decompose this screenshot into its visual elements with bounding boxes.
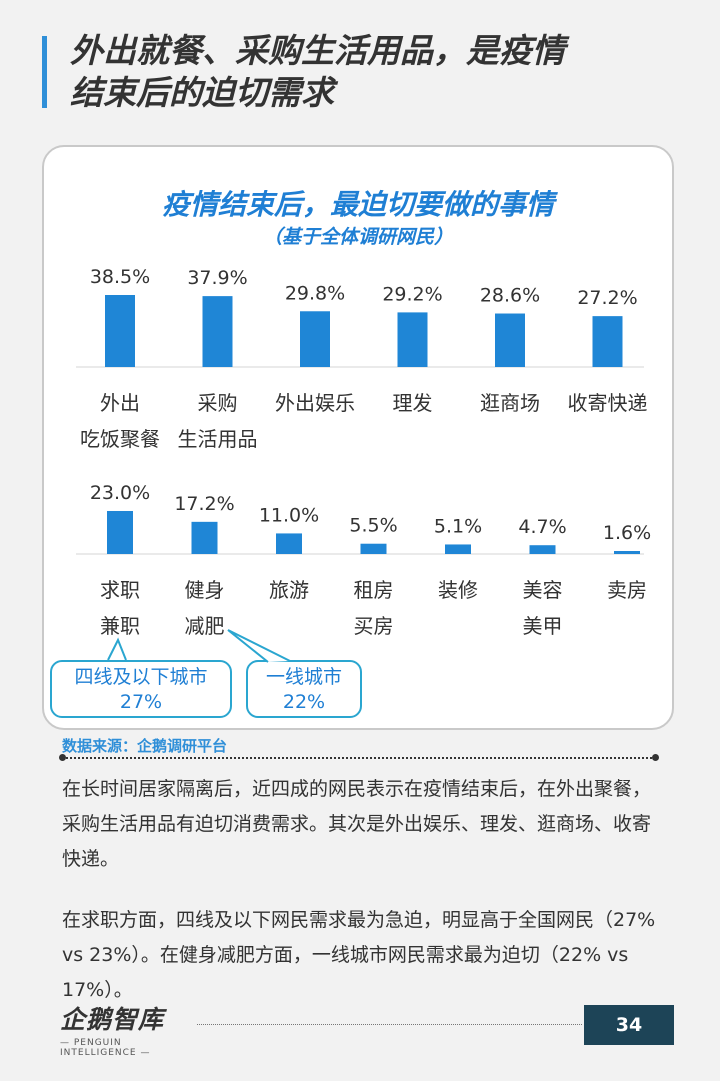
category-label: 逛商场: [480, 391, 540, 415]
bar-2-1: [107, 510, 133, 554]
category-label: 旅游: [269, 578, 309, 602]
category-label: 外出娱乐: [275, 391, 355, 415]
callout-tier4-value: 27%: [119, 691, 163, 713]
page-title: 外出就餐、采购生活用品，是疫情 结束后的迫切需求: [70, 30, 690, 114]
bar-1-1: [105, 295, 135, 367]
data-label: 27.2%: [577, 287, 637, 309]
bar-2-7: [614, 551, 640, 554]
bar-2-3: [276, 533, 302, 554]
bar-1-6: [592, 316, 623, 367]
data-label: 5.5%: [349, 515, 397, 537]
category-label: 采购: [198, 391, 238, 415]
data-label: 23.0%: [90, 482, 150, 504]
category-label: 健身: [185, 578, 225, 602]
category-label: 买房: [354, 614, 394, 638]
footer-line: [197, 1024, 582, 1025]
logo-text: 企鹅智库: [60, 1005, 165, 1034]
data-label: 5.1%: [434, 515, 482, 537]
data-label: 37.9%: [187, 267, 247, 289]
category-label: 租房: [354, 578, 394, 602]
page-title-line-2: 结束后的迫切需求: [70, 73, 334, 112]
penguin-logo: 企鹅智库 — PENGUIN INTELLIGENCE —: [60, 1000, 185, 1058]
data-label: 38.5%: [90, 266, 150, 288]
category-label: 求职: [100, 578, 140, 602]
category-label: 美容: [523, 578, 563, 602]
category-label: 生活用品: [178, 427, 258, 451]
category-label: 卖房: [607, 578, 647, 602]
bar-2-2: [191, 521, 218, 554]
data-label: 28.6%: [480, 285, 540, 307]
category-label: 外出: [100, 391, 140, 415]
category-label: 减肥: [185, 614, 225, 638]
bar-1-5: [495, 313, 525, 367]
callout-tier4-label: 四线及以下城市: [74, 666, 208, 688]
category-label: 装修: [438, 578, 478, 602]
chart-subtitle: （基于全体调研网民）: [262, 226, 453, 248]
category-label: 收寄快递: [568, 391, 648, 415]
bar-2-6: [529, 545, 556, 554]
title-accent-bar: [42, 36, 47, 108]
page-title-line-1: 外出就餐、采购生活用品，是疫情: [70, 31, 565, 70]
chart-title: 疫情结束后，最迫切要做的事情: [161, 188, 554, 221]
body-paragraph-1: 在长时间居家隔离后，近四成的网民表示在疫情结束后，在外出聚餐，采购生活用品有迫切…: [62, 778, 652, 870]
data-label: 4.7%: [518, 516, 566, 538]
divider-dot-right: [652, 754, 659, 761]
data-label: 1.6%: [603, 522, 651, 544]
bar-1-4: [397, 312, 428, 367]
divider-dot-left: [59, 754, 66, 761]
category-label: 理发: [393, 391, 433, 415]
category-label: 兼职: [100, 614, 140, 638]
callout-tier4-cities: 四线及以下城市 27%: [50, 660, 232, 718]
divider-line: [62, 757, 656, 759]
data-source: 数据来源：企鹅调研平台: [62, 737, 228, 755]
bar-1-2: [202, 296, 233, 367]
callout-tier1-label: 一线城市: [265, 666, 342, 688]
chart-card: 疫情结束后，最迫切要做的事情 （基于全体调研网民） 38.5% 外出吃饭聚餐 37.…: [42, 145, 674, 730]
category-label: 吃饭聚餐: [80, 427, 160, 451]
callout-tier1-value: 22%: [282, 691, 326, 713]
page-number: 34: [584, 1005, 674, 1045]
data-label: 29.2%: [382, 283, 442, 305]
data-label: 29.8%: [285, 282, 345, 304]
category-label: 美甲: [523, 614, 563, 638]
data-label: 17.2%: [174, 493, 234, 515]
bar-2-4: [360, 543, 387, 554]
body-paragraph-2: 在求职方面，四线及以下网民需求最为急迫，明显高于全国网民（27% vs 23%）…: [62, 909, 656, 1001]
bar-1-3: [300, 311, 330, 367]
logo-subtitle: — PENGUIN INTELLIGENCE —: [60, 1038, 151, 1058]
callout-tier1-cities: 一线城市 22%: [246, 660, 362, 718]
bar-2-5: [445, 544, 471, 554]
data-label: 11.0%: [259, 504, 319, 526]
